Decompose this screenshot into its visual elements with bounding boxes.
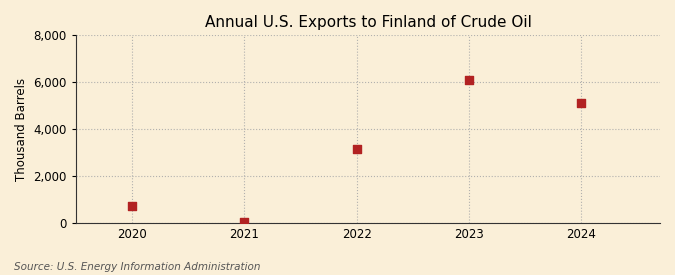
Point — [239, 220, 250, 225]
Text: Source: U.S. Energy Information Administration: Source: U.S. Energy Information Administ… — [14, 262, 260, 272]
Point — [352, 147, 362, 151]
Point — [464, 78, 475, 82]
Point — [127, 204, 138, 209]
Y-axis label: Thousand Barrels: Thousand Barrels — [15, 78, 28, 181]
Point — [576, 101, 587, 106]
Title: Annual U.S. Exports to Finland of Crude Oil: Annual U.S. Exports to Finland of Crude … — [205, 15, 531, 30]
